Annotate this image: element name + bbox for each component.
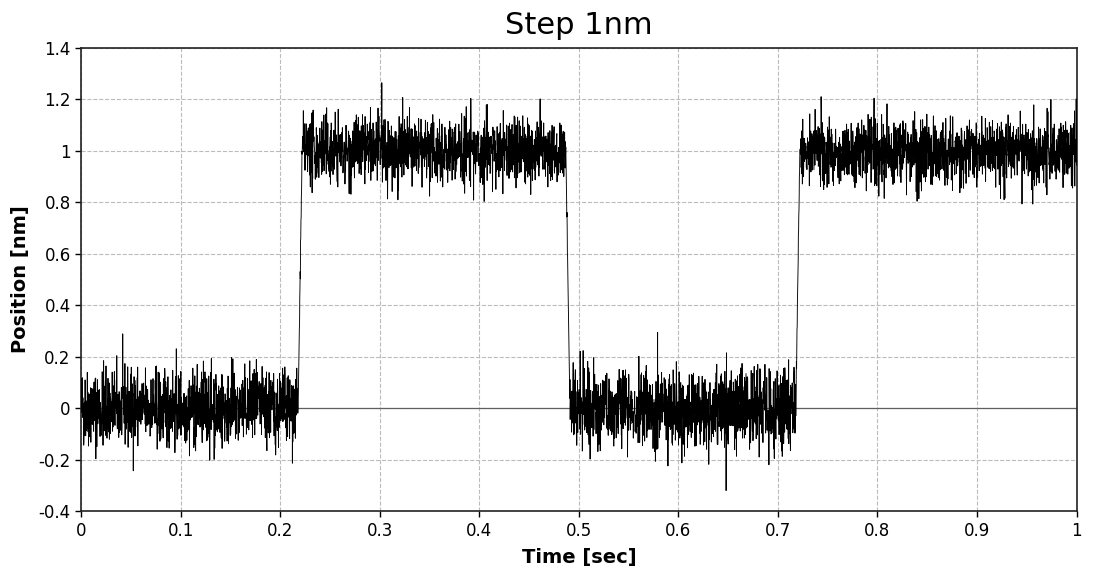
Title: Step 1nm: Step 1nm — [505, 11, 653, 40]
Y-axis label: Position [nm]: Position [nm] — [11, 206, 31, 353]
X-axis label: Time [sec]: Time [sec] — [521, 548, 636, 567]
